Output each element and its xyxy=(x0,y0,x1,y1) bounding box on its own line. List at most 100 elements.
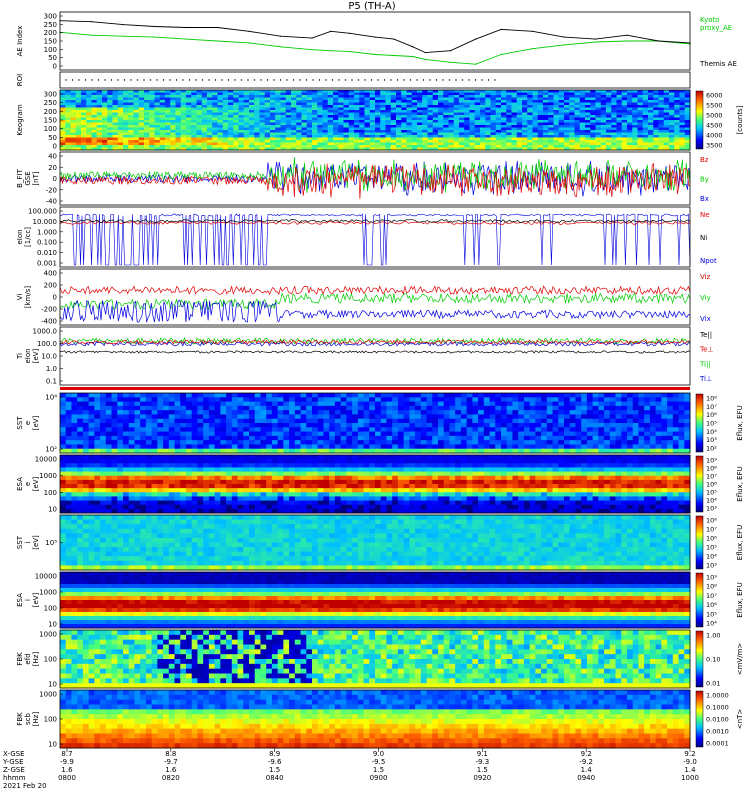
keogram-cell xyxy=(406,100,413,103)
sst-e-cell xyxy=(581,435,588,441)
keogram-cell xyxy=(411,145,418,148)
sst-e-cell xyxy=(397,397,405,403)
keogram-cell xyxy=(606,112,612,116)
keogram-cell xyxy=(390,117,397,121)
sst-e-cell xyxy=(598,418,605,424)
sst-e-cell xyxy=(604,397,611,403)
data-point xyxy=(393,54,395,57)
keogram-cell xyxy=(243,100,250,103)
sst-e-cell xyxy=(546,448,554,454)
keogram-cell xyxy=(532,145,539,148)
keogram-cell xyxy=(306,115,313,118)
keogram-cell xyxy=(679,145,686,148)
sst-e-cell xyxy=(352,435,359,441)
sst-e-cell xyxy=(157,431,164,437)
keogram-cell xyxy=(186,107,192,111)
keogram-cell xyxy=(207,127,213,131)
keogram-cell xyxy=(443,112,449,116)
keogram-cell xyxy=(275,107,281,111)
keogram-cell xyxy=(249,140,255,143)
keogram-cell xyxy=(359,90,365,93)
keogram-cell xyxy=(663,100,670,103)
keogram-cell xyxy=(438,145,444,148)
keogram-cell xyxy=(553,102,560,106)
keogram-cell xyxy=(380,112,386,116)
keogram-cell xyxy=(621,140,628,143)
keogram-cell xyxy=(238,97,245,101)
keogram-cell xyxy=(264,142,271,146)
keogram-cell xyxy=(306,132,313,136)
sst-e-cell xyxy=(237,423,244,428)
keogram-cell xyxy=(385,92,392,96)
keogram-cell xyxy=(144,110,150,113)
keogram-cell xyxy=(658,135,665,138)
keogram-cell xyxy=(422,135,428,138)
sst-e-cell xyxy=(609,423,617,428)
sst-e-cell xyxy=(501,444,508,450)
sst-e-cell xyxy=(271,435,279,441)
sst-e-cell xyxy=(684,414,691,420)
keogram-cell xyxy=(243,102,250,106)
sst-e-cell xyxy=(529,397,536,403)
sst-e-cell xyxy=(455,410,462,415)
sst-e-cell xyxy=(609,444,617,450)
keogram-cell xyxy=(207,147,213,151)
sst-e-cell xyxy=(123,423,130,428)
keogram-cell xyxy=(579,142,586,146)
sst-e-cell xyxy=(117,401,124,407)
sst-e-cell xyxy=(472,393,479,398)
keogram-cell xyxy=(369,145,376,148)
keogram-cell xyxy=(343,92,350,96)
sst-e-cell xyxy=(317,397,324,403)
keogram-cell xyxy=(674,145,680,148)
keogram-cell xyxy=(522,95,528,98)
keogram-cell xyxy=(375,147,381,151)
keogram-cell xyxy=(390,90,397,93)
keogram-cell xyxy=(196,117,203,121)
sst-e-cell xyxy=(409,397,416,403)
sst-e-cell xyxy=(369,448,376,454)
keogram-cell xyxy=(522,122,528,126)
sst-e-cell xyxy=(483,440,491,445)
keogram-cell xyxy=(684,147,691,151)
sst-e-cell xyxy=(535,397,542,403)
esa-e-cell xyxy=(111,479,118,485)
sst-e-cell xyxy=(312,397,319,403)
keogram-cell xyxy=(327,142,334,146)
keogram-cell xyxy=(191,105,197,108)
keogram-cell xyxy=(333,130,339,133)
keogram-cell xyxy=(296,120,302,123)
keogram-cell xyxy=(159,140,166,143)
sst-e-cell xyxy=(168,440,176,445)
sst-e-cell xyxy=(300,410,307,415)
keogram-cell xyxy=(480,102,486,106)
keogram-cell xyxy=(574,125,581,128)
keogram-cell xyxy=(70,92,77,96)
sst-e-cell xyxy=(655,414,662,420)
keogram-cell xyxy=(485,125,491,128)
keogram-cell xyxy=(553,112,560,116)
keogram-cell xyxy=(348,95,355,98)
keogram-cell xyxy=(322,147,329,151)
keogram-cell xyxy=(96,127,103,131)
sst-e-cell xyxy=(271,431,279,437)
keogram-cell xyxy=(128,120,134,123)
sst-e-cell xyxy=(615,431,622,437)
esa-e-cell xyxy=(157,492,164,497)
keogram-cell xyxy=(564,140,570,143)
keogram-cell xyxy=(438,130,444,133)
keogram-cell xyxy=(364,117,371,121)
keogram-cell xyxy=(359,120,365,123)
keogram-cell xyxy=(443,135,449,138)
keogram-cell xyxy=(306,127,313,131)
keogram-cell xyxy=(569,120,575,123)
keogram-cell xyxy=(532,97,539,101)
sst-e-cell xyxy=(306,444,313,450)
keogram-cell xyxy=(579,105,586,108)
sst-e-cell xyxy=(678,423,685,428)
keogram-cell xyxy=(201,110,208,113)
sst-e-cell xyxy=(323,435,330,441)
sst-e-cell xyxy=(65,405,72,411)
keogram-cell xyxy=(117,95,124,98)
esa-e-cell xyxy=(168,479,176,485)
